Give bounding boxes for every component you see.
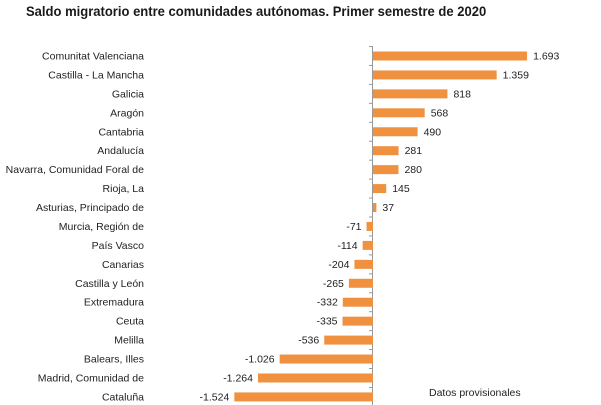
chart-note: Datos provisionales bbox=[429, 387, 521, 399]
category-label: Cantabria bbox=[98, 126, 144, 138]
bar bbox=[366, 221, 373, 231]
bar bbox=[373, 184, 387, 194]
category-label: Navarra, Comunidad Foral de bbox=[6, 164, 144, 176]
data-label: 280 bbox=[404, 164, 422, 176]
category-label: Madrid, Comunidad de bbox=[38, 372, 144, 384]
data-label: 1.359 bbox=[503, 69, 529, 81]
category-label: País Vasco bbox=[92, 240, 144, 252]
data-label: -1.264 bbox=[223, 372, 253, 384]
category-label: Aragón bbox=[110, 107, 144, 119]
chart-title: Saldo migratorio entre comunidades autón… bbox=[26, 3, 487, 19]
data-label: 145 bbox=[392, 183, 410, 195]
category-label: Extremadura bbox=[84, 297, 144, 309]
bar bbox=[234, 392, 373, 402]
category-label: Castilla - La Mancha bbox=[48, 69, 144, 81]
category-label: Rioja, La bbox=[103, 183, 145, 195]
data-label: -1.026 bbox=[245, 354, 275, 366]
data-label: 281 bbox=[405, 145, 423, 157]
bar bbox=[354, 259, 373, 269]
bar bbox=[373, 108, 425, 118]
data-label: 568 bbox=[431, 107, 449, 119]
category-label: Canarias bbox=[102, 259, 144, 271]
data-label: -1.524 bbox=[200, 391, 230, 403]
category-label: Balears, Illes bbox=[84, 354, 144, 366]
category-label: Cataluña bbox=[102, 391, 144, 403]
data-label: 490 bbox=[424, 126, 442, 138]
data-label: -265 bbox=[323, 278, 344, 290]
category-label: Comunitat Valenciana bbox=[42, 51, 144, 63]
bar bbox=[342, 297, 373, 307]
data-label: -204 bbox=[328, 259, 349, 271]
bar bbox=[373, 127, 418, 137]
data-label: -335 bbox=[316, 316, 337, 328]
bar bbox=[373, 51, 528, 61]
category-label: Galicia bbox=[112, 88, 144, 100]
bar bbox=[362, 240, 373, 250]
bar bbox=[373, 165, 399, 175]
bar bbox=[279, 354, 373, 364]
category-label: Ceuta bbox=[116, 316, 144, 328]
category-label: Castilla y León bbox=[75, 278, 144, 290]
data-label: 37 bbox=[382, 202, 394, 214]
bar bbox=[373, 89, 448, 99]
data-label: 1.693 bbox=[533, 51, 559, 63]
bar bbox=[373, 146, 399, 156]
category-label: Andalucía bbox=[97, 145, 144, 157]
bar bbox=[373, 70, 497, 80]
category-label: Murcia, Región de bbox=[59, 221, 144, 233]
data-label: -71 bbox=[346, 221, 361, 233]
data-label: -536 bbox=[298, 335, 319, 347]
bar bbox=[373, 203, 377, 213]
bar bbox=[342, 316, 373, 326]
category-label: Melilla bbox=[114, 335, 144, 347]
bar bbox=[324, 335, 373, 345]
category-label: Asturias, Principado de bbox=[36, 202, 144, 214]
data-label: 818 bbox=[453, 88, 471, 100]
bar bbox=[257, 373, 373, 383]
data-label: -332 bbox=[317, 297, 338, 309]
data-label: -114 bbox=[337, 240, 357, 252]
bar bbox=[348, 278, 373, 288]
